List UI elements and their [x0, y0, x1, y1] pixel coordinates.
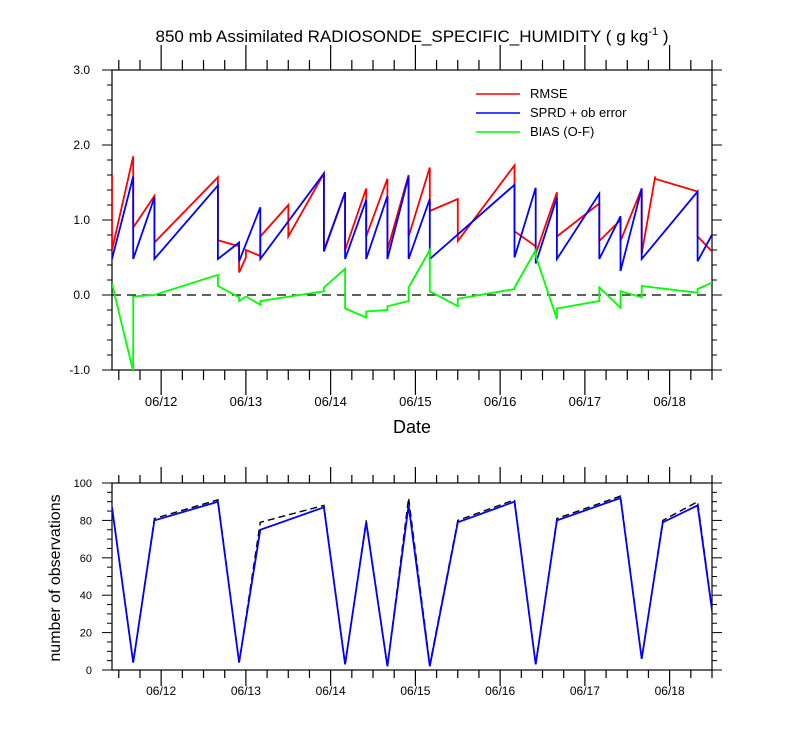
- bottom-y-tick-label: 40: [80, 590, 92, 602]
- bottom-x-tick-label: 06/18: [655, 684, 685, 698]
- bottom-y-axis: 0 20 40 60 80 100: [74, 478, 92, 677]
- top-x-axis-label: Date: [393, 417, 431, 437]
- legend-rmse-label: RMSE: [530, 86, 568, 101]
- bottom-y-tick-label: 100: [74, 478, 92, 490]
- top-x-tick-label: 06/14: [314, 394, 347, 409]
- top-plot-area: [102, 45, 722, 395]
- top-series-sprd-ob-error: [112, 170, 712, 272]
- top-y-tick-label: -1.0: [69, 363, 90, 377]
- legend: RMSE SPRD + ob error BIAS (O-F): [476, 86, 627, 139]
- top-y-tick-label: 0.0: [73, 288, 90, 302]
- bottom-panel: 0 20 40 60 80 100 06/12 06/13 06/14 06/1…: [47, 467, 722, 698]
- bottom-series-assimilated-observations: [112, 496, 712, 667]
- bottom-x-tick-label: 06/13: [231, 684, 261, 698]
- top-x-tick-label: 06/17: [569, 394, 602, 409]
- top-x-tick-label: 06/15: [399, 394, 432, 409]
- bottom-y-tick-label: 20: [80, 628, 92, 640]
- bottom-y-tick-label: 0: [86, 665, 92, 677]
- top-x-tick-label: 06/16: [484, 394, 517, 409]
- bottom-series-total-observations: [112, 495, 712, 667]
- bottom-y-axis-label: number of observations: [47, 494, 64, 661]
- top-x-tick-label: 06/13: [230, 394, 263, 409]
- top-x-tick-label: 06/18: [653, 394, 686, 409]
- bottom-y-tick-label: 80: [80, 515, 92, 527]
- top-y-tick-label: 3.0: [73, 63, 90, 77]
- bottom-x-tick-label: 06/17: [570, 684, 600, 698]
- bottom-y-tick-label: 60: [80, 553, 92, 565]
- bottom-x-tick-label: 06/15: [400, 684, 430, 698]
- top-y-tick-label: 2.0: [73, 138, 90, 152]
- top-x-axis: 06/12 06/13 06/14 06/15 06/16 06/17 06/1…: [145, 394, 686, 409]
- legend-bias-label: BIAS (O-F): [530, 124, 594, 139]
- bottom-x-axis: 06/12 06/13 06/14 06/15 06/16 06/17 06/1…: [146, 684, 685, 698]
- legend-sprd-label: SPRD + ob error: [530, 105, 627, 120]
- bottom-x-tick-label: 06/16: [485, 684, 515, 698]
- bottom-x-tick-label: 06/14: [316, 684, 346, 698]
- top-x-tick-label: 06/12: [145, 394, 178, 409]
- bottom-plot-area: [102, 467, 722, 686]
- top-series-rmse: [112, 156, 712, 273]
- top-chart-title: 850 mb Assimilated RADIOSONDE_SPECIFIC_H…: [156, 26, 669, 46]
- top-y-tick-label: 1.0: [73, 213, 90, 227]
- top-panel: 850 mb Assimilated RADIOSONDE_SPECIFIC_H…: [69, 26, 722, 437]
- top-series-bias-o-f: [112, 246, 712, 370]
- bottom-x-tick-label: 06/12: [146, 684, 176, 698]
- top-y-axis: -1.0 0.0 1.0 2.0 3.0: [69, 63, 90, 377]
